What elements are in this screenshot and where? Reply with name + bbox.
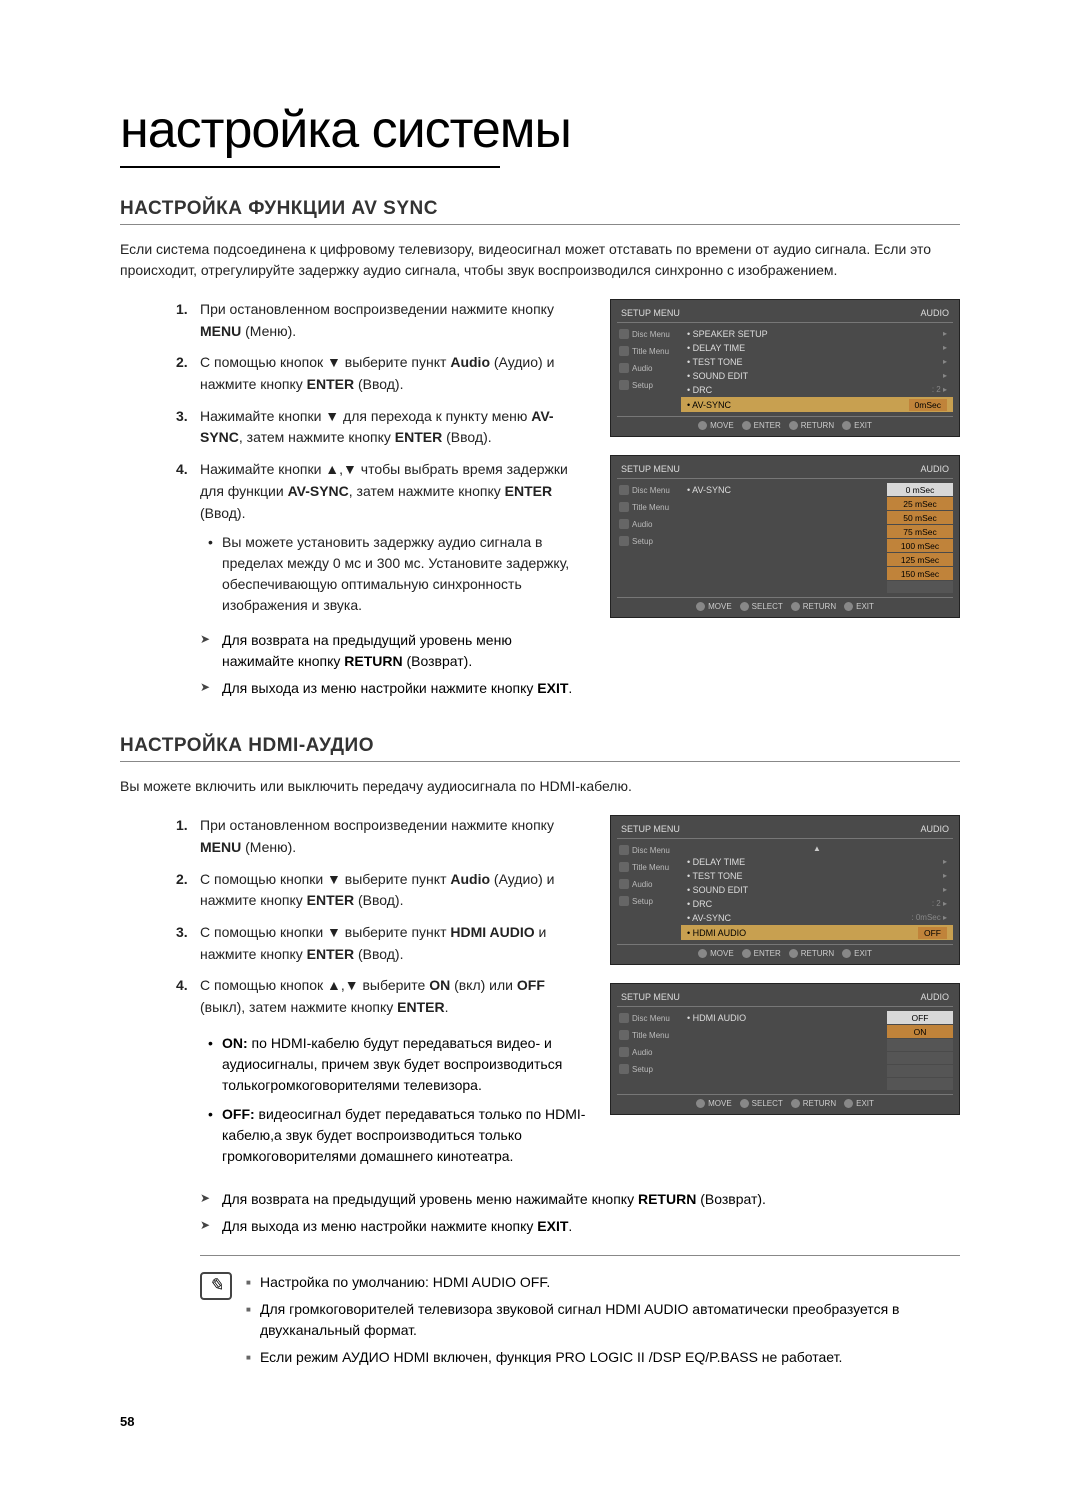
manual-page: настройка системы НАСТРОЙКА ФУНКЦИИ AV S…	[0, 0, 1080, 1489]
step4-sub: Вы можете установить задержку аудио сигн…	[200, 532, 586, 616]
hstep-2: С помощью кнопки ▼ выберите пункт Audio …	[200, 869, 586, 912]
section-heading-avsync: НАСТРОЙКА ФУНКЦИИ AV SYNC	[120, 198, 960, 225]
step-2: С помощью кнопок ▼ выберите пункт Audio …	[200, 352, 586, 395]
title-icon	[619, 346, 629, 356]
note-2: Для громкоговорителей телевизора звуково…	[246, 1299, 960, 1341]
tip-exit: Для выхода из меню настройки нажмите кно…	[200, 678, 586, 699]
avsync-screens: SETUP MENUAUDIO Disc Menu Title Menu Aud…	[610, 299, 960, 618]
osd-avsync-list: SETUP MENUAUDIO Disc Menu Title Menu Aud…	[610, 299, 960, 437]
hdmi-steps: При остановленном воспроизведении нажмит…	[120, 815, 586, 1019]
audio-icon	[619, 363, 629, 373]
osd-hdmi-options: SETUP MENUAUDIO Disc Menu Title Menu Aud…	[610, 983, 960, 1115]
hdmi-intro: Вы можете включить или выключить передач…	[120, 776, 960, 797]
note-list: Настройка по умолчанию: HDMI AUDIO OFF. …	[246, 1272, 960, 1374]
osd-row: • DELAY TIME ▸	[681, 341, 953, 354]
disc-icon	[619, 329, 629, 339]
osd-option: 75 mSec	[887, 525, 953, 538]
avsync-text: При остановленном воспроизведении нажмит…	[120, 299, 586, 705]
osd1-mid: • SPEAKER SETUP ▸• DELAY TIME ▸• TEST TO…	[681, 327, 953, 412]
note-block: ✎ Настройка по умолчанию: HDMI AUDIO OFF…	[120, 1266, 960, 1374]
page-number: 58	[120, 1414, 960, 1429]
osd-row: • SPEAKER SETUP ▸	[681, 327, 953, 340]
step-1: При остановленном воспроизведении нажмит…	[200, 299, 586, 342]
hdmi-tips: Для возврата на предыдущий уровень меню …	[120, 1189, 960, 1237]
osd-row: • TEST TONE ▸	[681, 355, 953, 368]
return-icon	[789, 421, 798, 430]
htip-exit: Для выхода из меню настройки нажмите кно…	[200, 1216, 960, 1237]
title-rule	[120, 166, 500, 168]
hstep-3: С помощью кнопки ▼ выберите пункт HDMI A…	[200, 922, 586, 965]
tip-return: Для возврата на предыдущий уровень меню …	[200, 630, 586, 672]
avsync-tips: Для возврата на предыдущий уровень меню …	[120, 630, 586, 699]
enter-icon	[742, 421, 751, 430]
avsync-steps: При остановленном воспроизведении нажмит…	[120, 299, 586, 616]
step-4: Нажимайте кнопки ▲,▼ чтобы выбрать время…	[200, 459, 586, 616]
bullet-on: ON: по HDMI-кабелю будут передаваться ви…	[214, 1033, 586, 1096]
exit-icon	[842, 421, 851, 430]
osd-option: 50 mSec	[887, 511, 953, 524]
osd-option: 100 mSec	[887, 539, 953, 552]
note-3: Если режим АУДИО HDMI включен, функция P…	[246, 1347, 960, 1368]
osd-row: • SOUND EDIT ▸	[681, 369, 953, 382]
osd3-mid: ▲ • DELAY TIME ▸• TEST TONE ▸• SOUND EDI…	[681, 843, 953, 940]
osd-avsync-options: SETUP MENUAUDIO Disc Menu Title Menu Aud…	[610, 455, 960, 618]
osd-option: 150 mSec	[887, 567, 953, 580]
setup-icon	[619, 380, 629, 390]
hstep-1: При остановленном воспроизведении нажмит…	[200, 815, 586, 858]
osd-row: • AV-SYNC: 0mSec ▸	[681, 911, 953, 924]
htip-return: Для возврата на предыдущий уровень меню …	[200, 1189, 960, 1210]
osd-hdmi-list: SETUP MENUAUDIO Disc Menu Title Menu Aud…	[610, 815, 960, 965]
note-1: Настройка по умолчанию: HDMI AUDIO OFF.	[246, 1272, 960, 1293]
osd-option: 125 mSec	[887, 553, 953, 566]
avsync-intro: Если система подсоединена к цифровому те…	[120, 239, 960, 281]
osd-row: • DRC: 2 ▸	[681, 897, 953, 910]
note-icon: ✎	[200, 1272, 232, 1300]
hstep-4: С помощью кнопок ▲,▼ выберите ON (вкл) и…	[200, 975, 586, 1018]
hdmi-content: При остановленном воспроизведении нажмит…	[120, 815, 960, 1175]
osd2-options: 0 mSec25 mSec50 mSec75 mSec100 mSec125 m…	[887, 483, 953, 593]
osd-row: • DRC: 2 ▸	[681, 383, 953, 396]
osd-row: • TEST TONE ▸	[681, 869, 953, 882]
hdmi-text: При остановленном воспроизведении нажмит…	[120, 815, 586, 1175]
bullet-off: OFF: видеосигнал будет передаваться толь…	[214, 1104, 586, 1167]
osd-option: 0 mSec	[887, 483, 953, 496]
osd-option: OFF	[887, 1011, 953, 1024]
note-rule	[200, 1255, 960, 1256]
section-heading-hdmi: НАСТРОЙКА HDMI-АУДИО	[120, 735, 960, 762]
page-title: настройка системы	[120, 100, 960, 160]
move-icon	[698, 421, 707, 430]
avsync-content: При остановленном воспроизведении нажмит…	[120, 299, 960, 705]
osd-row: • HDMI AUDIOOFF	[681, 925, 953, 940]
osd-row: • SOUND EDIT ▸	[681, 883, 953, 896]
osd-row: • AV-SYNC0mSec	[681, 397, 953, 412]
osd-option: 25 mSec	[887, 497, 953, 510]
hdmi-screens: SETUP MENUAUDIO Disc Menu Title Menu Aud…	[610, 815, 960, 1115]
osd4-options: OFFON	[887, 1011, 953, 1090]
osd-row: • DELAY TIME ▸	[681, 855, 953, 868]
osd-option: ON	[887, 1025, 953, 1038]
bullet-range: Вы можете установить задержку аудио сигн…	[214, 532, 586, 616]
hdmi-onoff: ON: по HDMI-кабелю будут передаваться ви…	[120, 1033, 586, 1167]
step-3: Нажимайте кнопки ▼ для перехода к пункту…	[200, 406, 586, 449]
